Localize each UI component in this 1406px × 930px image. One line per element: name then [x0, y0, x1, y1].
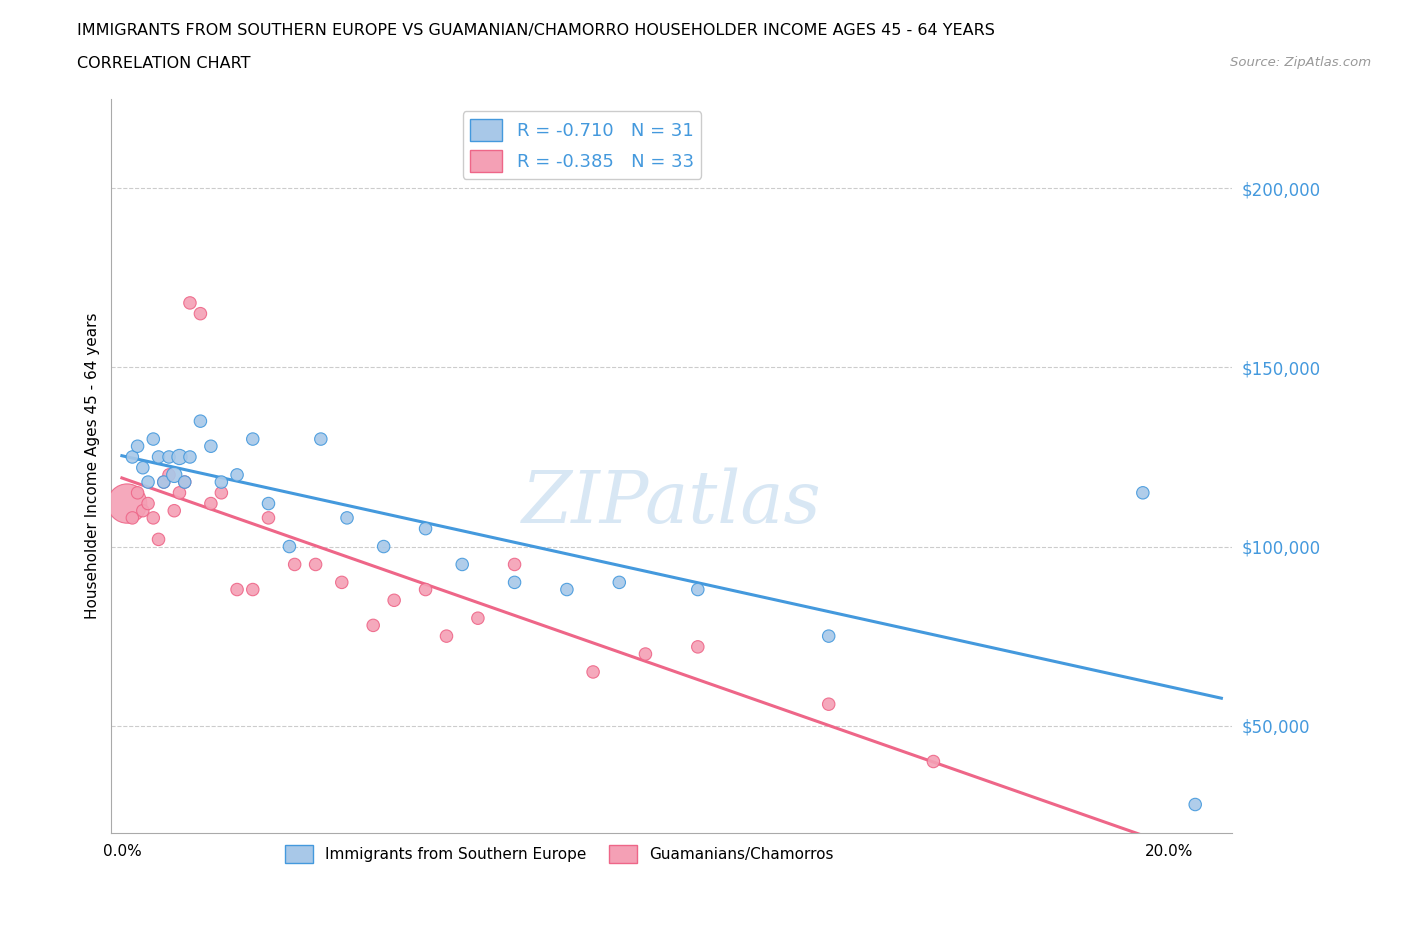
Point — [415, 582, 437, 597]
Point — [169, 449, 191, 464]
Point — [467, 611, 489, 626]
Point — [922, 754, 945, 769]
Point — [503, 575, 526, 590]
Point — [1184, 797, 1206, 812]
Text: IMMIGRANTS FROM SOUTHERN EUROPE VS GUAMANIAN/CHAMORRO HOUSEHOLDER INCOME AGES 45: IMMIGRANTS FROM SOUTHERN EUROPE VS GUAMA… — [77, 23, 995, 38]
Point — [132, 460, 155, 475]
Point — [257, 496, 280, 511]
Point — [686, 640, 709, 655]
Point — [686, 582, 709, 597]
Point — [257, 511, 280, 525]
Point — [330, 575, 353, 590]
Point — [226, 582, 249, 597]
Point — [157, 449, 180, 464]
Point — [582, 665, 605, 680]
Point — [209, 485, 232, 500]
Point — [415, 521, 437, 536]
Legend: Immigrants from Southern Europe, Guamanians/Chamorros: Immigrants from Southern Europe, Guamani… — [280, 839, 839, 870]
Point — [142, 432, 165, 446]
Y-axis label: Householder Income Ages 45 - 64 years: Householder Income Ages 45 - 64 years — [86, 312, 100, 619]
Point — [132, 503, 155, 518]
Point — [148, 449, 170, 464]
Point — [152, 474, 174, 489]
Point — [242, 432, 264, 446]
Point — [373, 539, 395, 554]
Point — [127, 485, 149, 500]
Point — [209, 474, 232, 489]
Point — [382, 592, 405, 607]
Point — [309, 432, 332, 446]
Point — [127, 439, 149, 454]
Text: Source: ZipAtlas.com: Source: ZipAtlas.com — [1230, 56, 1371, 69]
Point — [152, 474, 174, 489]
Point — [142, 511, 165, 525]
Point — [451, 557, 474, 572]
Point — [226, 468, 249, 483]
Point — [278, 539, 301, 554]
Point — [173, 474, 195, 489]
Point — [173, 474, 195, 489]
Point — [121, 511, 143, 525]
Point — [157, 468, 180, 483]
Point — [148, 532, 170, 547]
Point — [555, 582, 578, 597]
Point — [242, 582, 264, 597]
Point — [200, 496, 222, 511]
Point — [190, 414, 212, 429]
Point — [336, 511, 359, 525]
Point — [1132, 485, 1154, 500]
Text: CORRELATION CHART: CORRELATION CHART — [77, 56, 250, 71]
Point — [634, 646, 657, 661]
Point — [121, 449, 143, 464]
Point — [136, 496, 159, 511]
Point — [304, 557, 326, 572]
Point — [163, 503, 186, 518]
Point — [503, 557, 526, 572]
Point — [361, 618, 384, 632]
Point — [607, 575, 630, 590]
Point — [115, 496, 138, 511]
Point — [163, 468, 186, 483]
Point — [200, 439, 222, 454]
Point — [179, 449, 201, 464]
Point — [190, 306, 212, 321]
Point — [436, 629, 458, 644]
Point — [817, 697, 839, 711]
Point — [817, 629, 839, 644]
Point — [169, 485, 191, 500]
Text: ZIPatlas: ZIPatlas — [522, 468, 821, 538]
Point — [136, 474, 159, 489]
Point — [284, 557, 307, 572]
Point — [179, 296, 201, 311]
